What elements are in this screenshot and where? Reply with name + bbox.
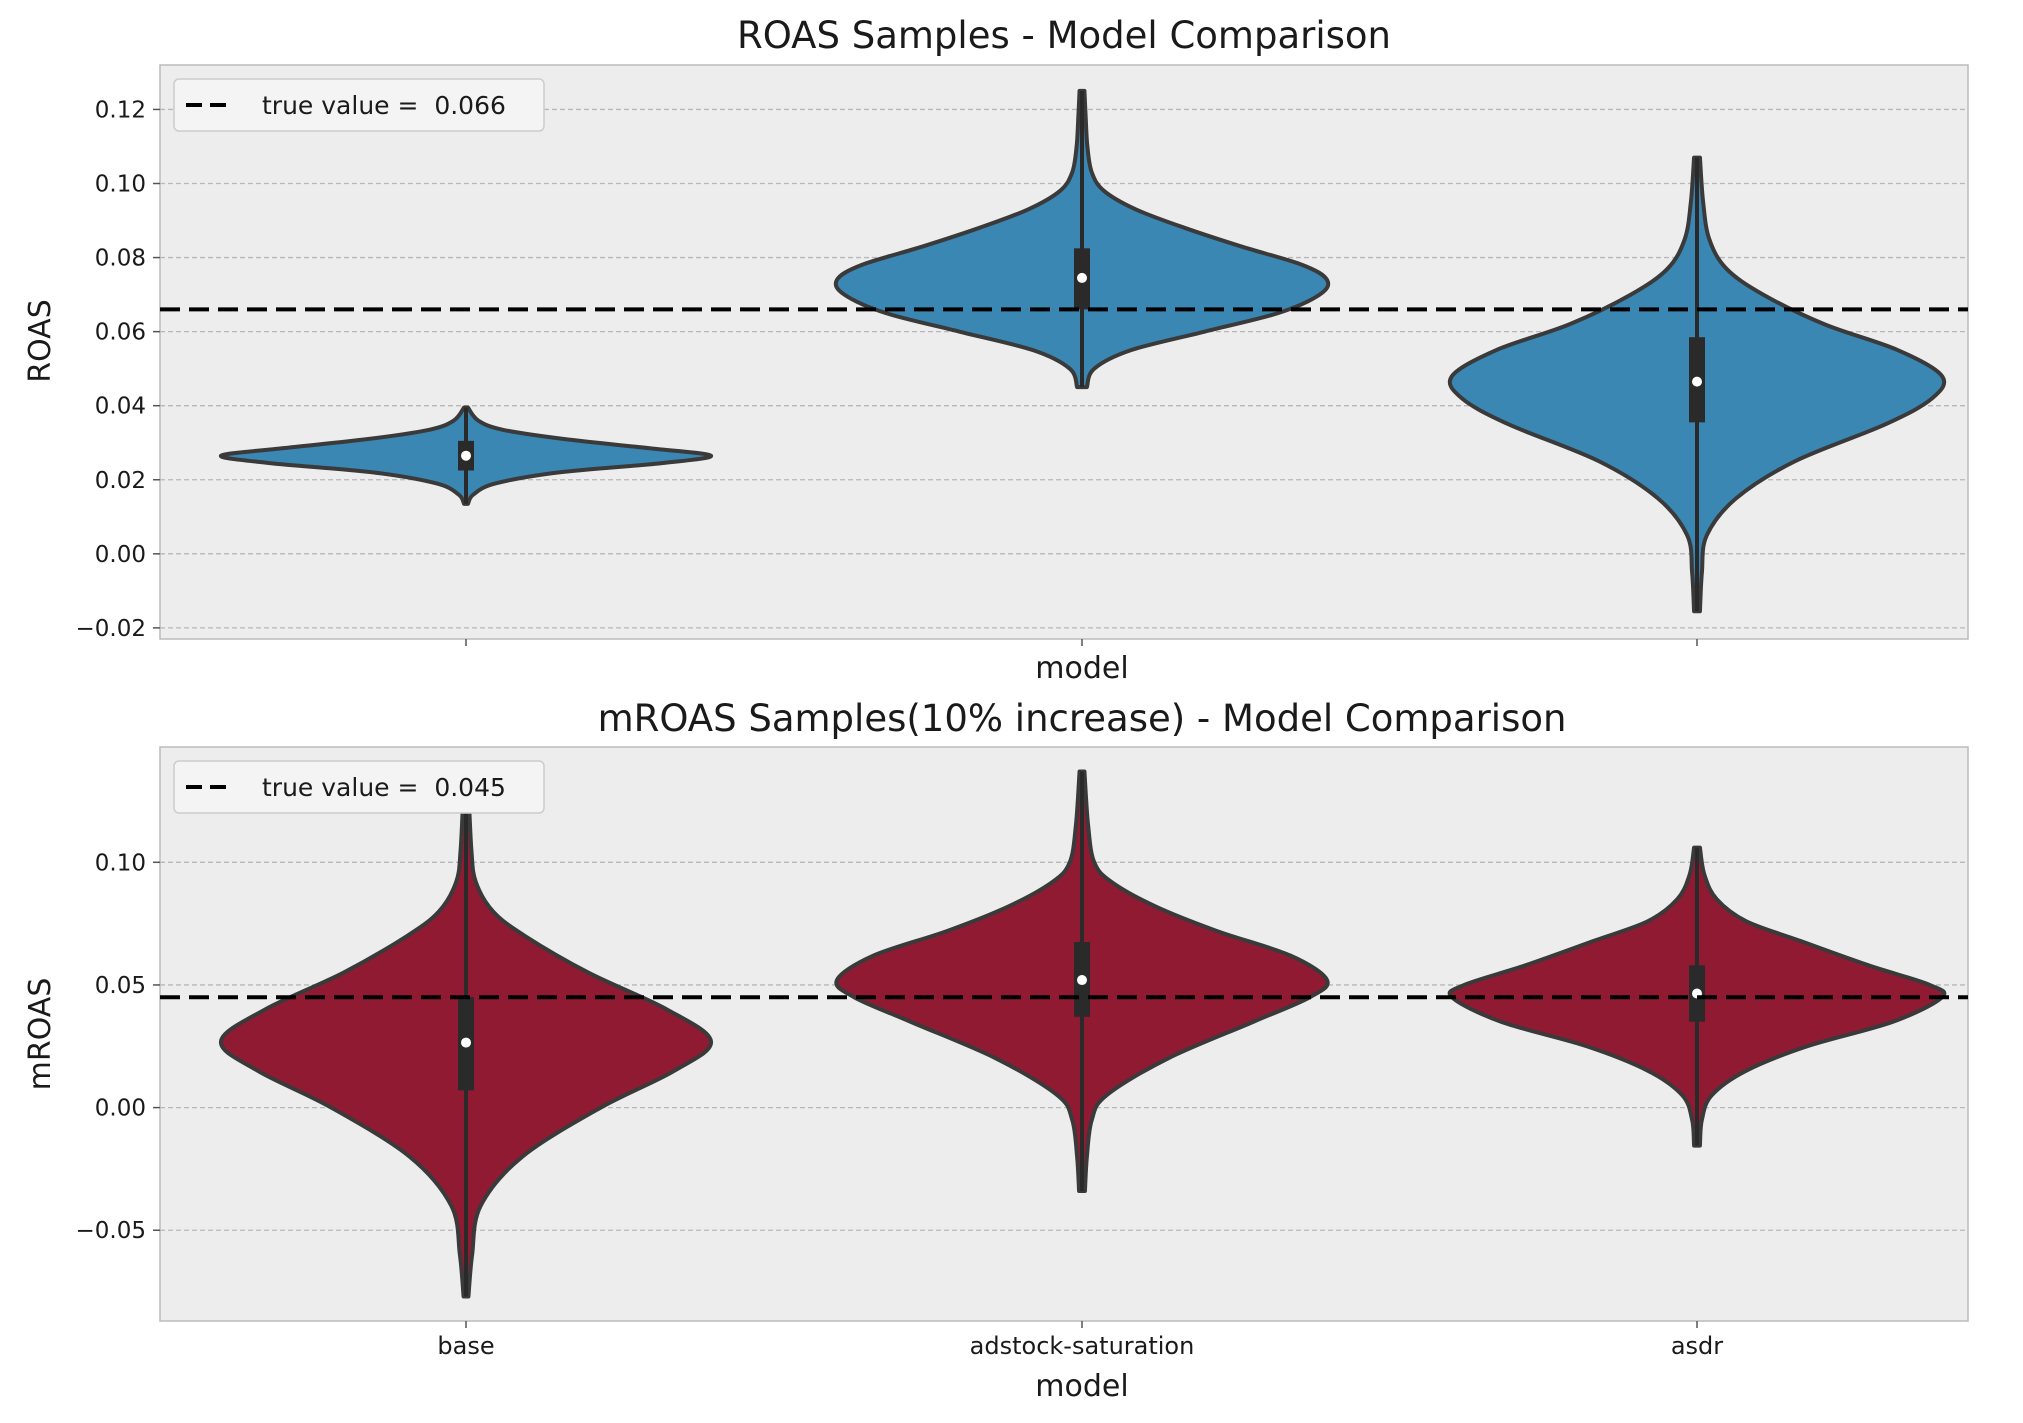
roas-violin-median [1692,376,1702,387]
roas-y-tick-label: 0.02 [95,468,146,494]
roas-x-axis-label: model [1035,651,1128,686]
mroas-violin-median [461,1037,471,1048]
mroas-y-axis-label: mROAS [23,978,58,1091]
roas-violin-adstock-saturation [833,88,1331,390]
mroas-violin-median [1077,975,1087,986]
roas-y-tick-label: 0.00 [95,542,146,568]
roas-violins [218,88,1947,614]
roas-y-axis-label: ROAS [23,299,58,383]
mroas-x-tick-label: adstock-saturation [970,1332,1195,1360]
roas-legend: true value = 0.066 [173,78,545,132]
mroas-x-axis-ticks: base adstock-saturation asdr [437,1321,1723,1360]
roas-violin-median [1077,272,1087,283]
roas-x-axis-ticks [465,639,1698,646]
roas-panel: −0.02 0.00 0.02 0.04 0.06 0.08 0.10 0.12 ROAS S… [23,14,1969,686]
roas-legend-label: true value = 0.066 [262,91,506,120]
mroas-x-tick-label: base [437,1332,494,1360]
roas-y-axis-ticks: −0.02 0.00 0.02 0.04 0.06 0.08 0.10 0.12 [76,97,160,642]
roas-y-tick-label: 0.04 [95,394,146,420]
mroas-legend-box [173,760,545,814]
mroas-legend-label: true value = 0.045 [262,773,506,802]
roas-violin-median [461,450,471,461]
mroas-y-tick-label: −0.05 [76,1218,146,1244]
mroas-y-tick-label: 0.10 [95,850,146,876]
roas-y-tick-label: 0.12 [95,97,146,123]
roas-chart-title: ROAS Samples - Model Comparison [737,14,1391,57]
roas-violin-asdr [1447,155,1947,614]
roas-violin-base [218,405,714,506]
roas-y-tick-label: 0.06 [95,320,146,346]
mroas-y-tick-label: 0.05 [95,973,146,999]
mroas-y-axis-ticks: −0.05 0.00 0.05 0.10 [76,850,160,1244]
roas-y-tick-label: −0.02 [76,616,146,642]
mroas-y-tick-label: 0.00 [95,1096,146,1122]
mroas-violin-adstock-saturation [834,769,1330,1193]
mroas-legend: true value = 0.045 [173,760,545,814]
mroas-x-axis-label: model [1035,1369,1128,1404]
roas-y-tick-label: 0.10 [95,172,146,198]
roas-legend-box [173,78,545,132]
mroas-x-tick-label: asdr [1671,1332,1723,1360]
mroas-panel: −0.05 0.00 0.05 0.10 base adstock-saturation… [23,697,1969,1404]
roas-y-tick-label: 0.08 [95,246,146,272]
mroas-chart-title: mROAS Samples(10% increase) - Model Comp… [598,697,1567,740]
